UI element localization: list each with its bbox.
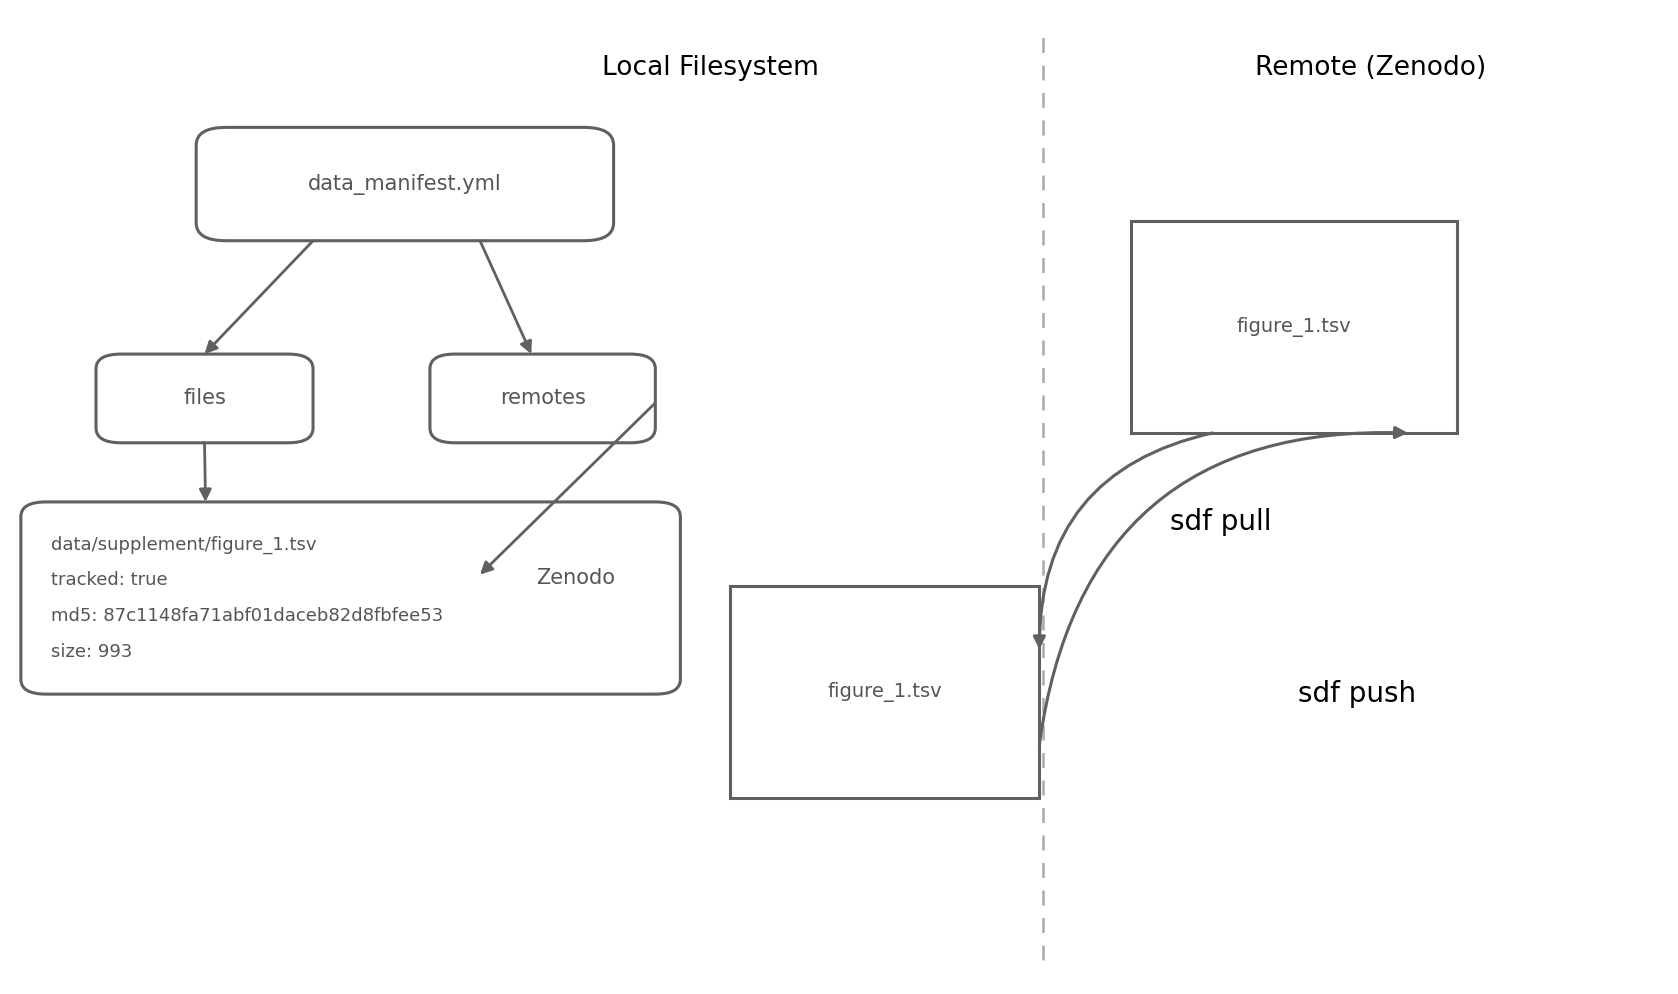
FancyBboxPatch shape: [196, 127, 614, 241]
Text: sdf pull: sdf pull: [1170, 508, 1272, 536]
Text: size: 993: size: 993: [50, 643, 133, 661]
FancyBboxPatch shape: [430, 354, 656, 442]
FancyBboxPatch shape: [480, 542, 671, 615]
FancyBboxPatch shape: [96, 354, 314, 442]
Text: data_manifest.yml: data_manifest.yml: [309, 174, 502, 195]
FancyBboxPatch shape: [20, 502, 680, 694]
Text: md5: 87c1148fa71abf01daceb82d8fbfee53: md5: 87c1148fa71abf01daceb82d8fbfee53: [50, 607, 443, 625]
Bar: [730, 585, 1039, 797]
Text: data/supplement/figure_1.tsv: data/supplement/figure_1.tsv: [50, 536, 317, 554]
Text: Remote (Zenodo): Remote (Zenodo): [1255, 56, 1487, 82]
Text: sdf push: sdf push: [1299, 680, 1416, 708]
Text: remotes: remotes: [500, 389, 586, 409]
Text: figure_1.tsv: figure_1.tsv: [827, 682, 943, 702]
Text: figure_1.tsv: figure_1.tsv: [1237, 317, 1351, 337]
Text: Local Filesystem: Local Filesystem: [602, 56, 819, 82]
Bar: [1131, 221, 1457, 433]
Text: Zenodo: Zenodo: [537, 569, 616, 588]
FancyArrowPatch shape: [1034, 433, 1213, 646]
Text: files: files: [183, 389, 227, 409]
Text: tracked: true: tracked: true: [50, 572, 168, 589]
FancyArrowPatch shape: [1039, 427, 1404, 745]
